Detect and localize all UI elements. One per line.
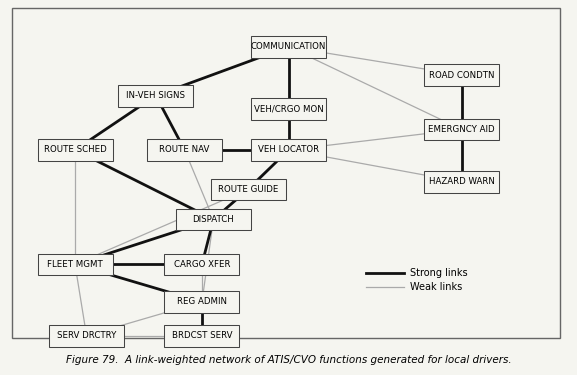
FancyBboxPatch shape (164, 291, 239, 313)
FancyBboxPatch shape (211, 178, 286, 200)
FancyBboxPatch shape (38, 254, 113, 275)
Text: VEH/CRGO MON: VEH/CRGO MON (254, 104, 323, 113)
FancyBboxPatch shape (424, 64, 499, 86)
FancyBboxPatch shape (38, 139, 113, 161)
Text: Weak links: Weak links (410, 282, 462, 292)
FancyBboxPatch shape (424, 118, 499, 140)
Text: SERV DRCTRY: SERV DRCTRY (57, 331, 116, 340)
Text: ROUTE NAV: ROUTE NAV (159, 146, 210, 154)
Text: IN-VEH SIGNS: IN-VEH SIGNS (126, 91, 185, 100)
Text: DISPATCH: DISPATCH (193, 215, 234, 224)
Text: ROAD CONDTN: ROAD CONDTN (429, 70, 494, 80)
Text: VEH LOCATOR: VEH LOCATOR (258, 146, 319, 154)
Text: CARGO XFER: CARGO XFER (174, 260, 230, 269)
Text: Strong links: Strong links (410, 268, 467, 278)
Text: COMMUNICATION: COMMUNICATION (251, 42, 326, 51)
Text: EMERGNCY AID: EMERGNCY AID (428, 125, 495, 134)
Text: Figure 79.  A link-weighted network of ATIS/CVO functions generated for local dr: Figure 79. A link-weighted network of AT… (66, 355, 511, 365)
Text: FLEET MGMT: FLEET MGMT (47, 260, 103, 269)
Text: ROUTE SCHED: ROUTE SCHED (44, 146, 106, 154)
Text: HAZARD WARN: HAZARD WARN (429, 177, 494, 186)
Bar (12, 8, 560, 338)
FancyBboxPatch shape (251, 98, 326, 120)
FancyBboxPatch shape (49, 325, 124, 346)
Text: REG ADMIN: REG ADMIN (177, 297, 227, 306)
FancyBboxPatch shape (176, 209, 251, 230)
Text: BRDCST SERV: BRDCST SERV (172, 331, 232, 340)
FancyBboxPatch shape (147, 139, 222, 161)
Text: ROUTE GUIDE: ROUTE GUIDE (218, 185, 278, 194)
FancyBboxPatch shape (164, 325, 239, 346)
FancyBboxPatch shape (424, 171, 499, 193)
FancyBboxPatch shape (251, 36, 326, 58)
FancyBboxPatch shape (118, 85, 193, 106)
FancyBboxPatch shape (164, 254, 239, 275)
FancyBboxPatch shape (251, 139, 326, 161)
